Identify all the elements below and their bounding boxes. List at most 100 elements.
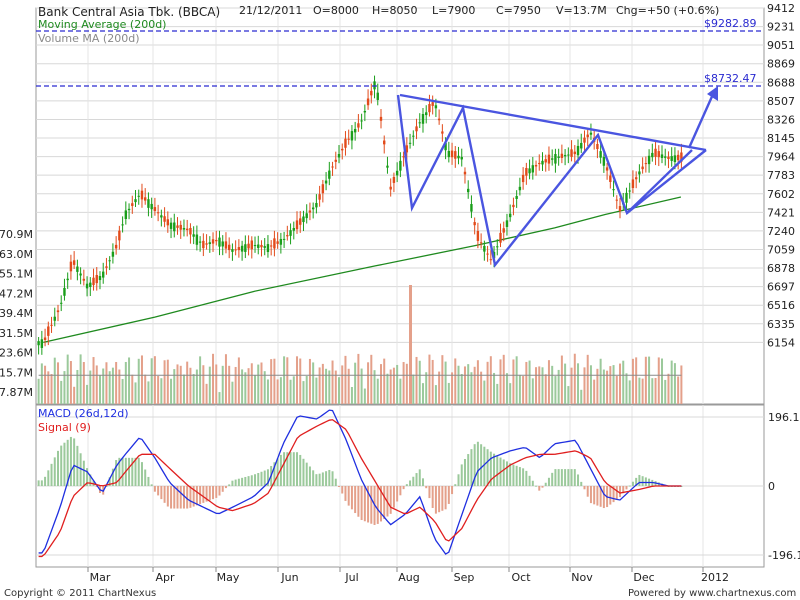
candle-body [680,152,683,162]
volume-bar [66,354,69,404]
volume-bar [434,385,437,404]
candle-body [586,134,589,138]
volume-axis: 70.9M 63.0M 55.1M 47.2M 39.4M 31.5M 23.6M 15.7M… [0,228,33,399]
candle-body [257,244,260,248]
macd-histogram-bar [179,486,182,509]
macd-histogram-bar [489,451,492,486]
volume-tick-label: 7.87M [0,386,33,399]
volume-tick-label: 15.7M [0,366,33,379]
volume-bar [363,388,366,404]
macd-histogram-bar [486,449,489,486]
candle-body [47,326,50,336]
macd-histogram-bar [244,476,247,486]
volume-bar [667,373,670,404]
volume-bar [150,358,153,404]
volume-bar [208,366,211,404]
candle-body [89,282,92,287]
candle-body [211,239,215,244]
candle-body [224,241,228,249]
candle-body [651,152,654,158]
macd-histogram-bar [622,486,625,494]
candle-body [282,238,286,240]
volume-bar [44,365,47,404]
macd-histogram-bar [635,477,638,486]
candle-body [79,273,82,276]
macd-histogram-bar [257,473,260,486]
candle-body [43,337,47,341]
macd-histogram-bar [438,486,441,513]
macd-histogram-bar [421,478,424,486]
candle-body [273,238,276,249]
ma-legend: Moving Average (200d) [38,18,166,31]
volume-bar [648,356,651,404]
signal-legend: Signal (9) [38,421,91,434]
candle-body [515,196,518,199]
candle-body [286,235,289,237]
candle-body [218,237,221,247]
volume-bar [551,365,554,404]
volume-bar [305,375,308,404]
candle-body [72,260,76,265]
macd-tick-label: -196.1 [768,549,800,562]
volume-bar [69,361,72,404]
volume-bar [493,372,496,404]
macd-histogram-bar [79,453,82,486]
candle-body [444,142,447,151]
volume-bar [538,366,541,404]
macd-histogram-bar [176,486,179,509]
macd-histogram-bar [286,452,289,486]
price-panel [35,7,765,405]
volume-bar [325,368,328,404]
candle-body [318,194,321,200]
volume-bar [308,358,311,404]
candle-body [395,170,399,176]
candle-body [215,239,218,242]
volume-bar [531,378,534,404]
quote-close: C=7950 [496,4,541,17]
candle-body [609,175,612,182]
candle-body [56,310,60,313]
candle-body [434,105,438,109]
macd-histogram-bar [573,469,576,486]
candle-body [437,118,441,121]
macd-histogram-bar [315,474,318,486]
macd-histogram-bar [53,457,56,486]
candle-body [137,195,140,197]
volume-bar [609,366,612,404]
candle-body [292,227,295,231]
candle-body [247,243,250,249]
volume-bar [560,355,563,404]
price-tick-label: 8326 [767,113,795,126]
candle-body [324,180,328,184]
macd-histogram-bar [538,486,541,491]
volume-bar [547,360,550,404]
candle-body [521,174,525,183]
volume-bar [409,285,412,404]
volume-bar [564,363,567,404]
volume-bar [341,365,344,404]
candle-body [40,339,44,348]
volume-bar [157,375,160,404]
volume-bar [664,379,667,404]
candle-body [102,271,105,278]
breakout-arrow [687,91,716,149]
macd-histogram-bar [121,457,124,486]
candle-body [208,242,212,245]
volume-bar [296,356,299,404]
time-tick-label: 2012 [701,571,729,584]
descending-resistance-line [399,93,707,152]
macd-histogram-bar [182,486,185,509]
macd-histogram-bar [95,486,98,487]
candle-body [560,153,564,158]
volume-bar [554,376,557,404]
volume-bar [257,364,260,404]
macd-histogram-bar [431,486,434,508]
macd-histogram-bar [273,462,276,486]
volume-tick-label: 47.2M [0,287,33,300]
candle-body [508,213,512,218]
candle-body [570,149,573,157]
volume-bar [166,359,169,404]
price-tick-label: 7964 [767,151,795,164]
macd-histogram-bar [580,481,583,486]
volume-bar [354,362,357,404]
